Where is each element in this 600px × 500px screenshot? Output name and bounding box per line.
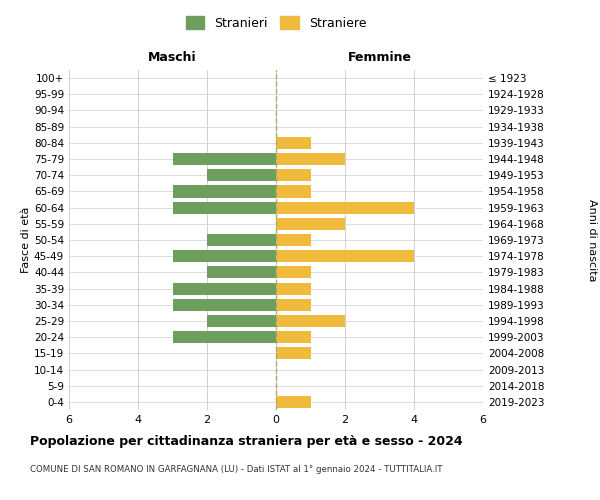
Bar xyxy=(207,169,276,181)
Bar xyxy=(173,153,276,165)
Bar xyxy=(173,282,276,294)
Bar xyxy=(276,315,345,327)
Bar xyxy=(276,137,311,149)
Bar xyxy=(276,234,311,246)
Bar xyxy=(276,348,311,360)
Text: Femmine: Femmine xyxy=(347,52,412,64)
Text: COMUNE DI SAN ROMANO IN GARFAGNANA (LU) - Dati ISTAT al 1° gennaio 2024 - TUTTIT: COMUNE DI SAN ROMANO IN GARFAGNANA (LU) … xyxy=(30,465,443,474)
Text: Anni di nascita: Anni di nascita xyxy=(587,198,597,281)
Bar xyxy=(276,250,414,262)
Bar xyxy=(276,202,414,213)
Bar xyxy=(276,266,311,278)
Bar xyxy=(207,266,276,278)
Bar xyxy=(173,202,276,213)
Text: Popolazione per cittadinanza straniera per età e sesso - 2024: Popolazione per cittadinanza straniera p… xyxy=(30,435,463,448)
Legend: Stranieri, Straniere: Stranieri, Straniere xyxy=(181,11,371,35)
Bar xyxy=(276,298,311,311)
Bar xyxy=(173,250,276,262)
Bar xyxy=(276,153,345,165)
Bar xyxy=(276,169,311,181)
Text: Maschi: Maschi xyxy=(148,52,197,64)
Bar xyxy=(207,315,276,327)
Bar xyxy=(276,396,311,408)
Bar xyxy=(276,186,311,198)
Bar xyxy=(173,186,276,198)
Bar xyxy=(276,331,311,343)
Bar xyxy=(173,331,276,343)
Bar xyxy=(173,298,276,311)
Y-axis label: Fasce di età: Fasce di età xyxy=(21,207,31,273)
Bar xyxy=(207,234,276,246)
Bar xyxy=(276,282,311,294)
Bar xyxy=(276,218,345,230)
